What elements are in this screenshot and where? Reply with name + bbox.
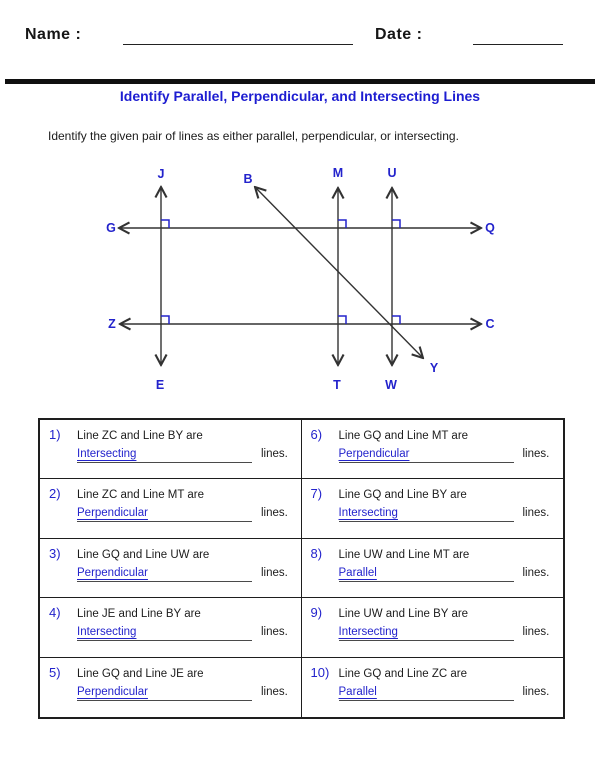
- question-cell-3: 3) Line GQ and Line UW are Perpendicular…: [40, 538, 302, 599]
- lines-diagram: J B M U G Q Z C E T W Y: [106, 166, 495, 392]
- instruction-text: Identify the given pair of lines as eith…: [48, 129, 459, 143]
- answer-suffix: lines.: [522, 566, 550, 579]
- label-E: E: [156, 378, 164, 392]
- answer-suffix: lines.: [522, 685, 550, 698]
- label-B: B: [243, 172, 252, 186]
- answer-blank[interactable]: Intersecting: [338, 626, 514, 642]
- question-cell-4: 4) Line JE and Line BY are Intersecting …: [40, 598, 302, 658]
- question-number: 2): [49, 486, 61, 502]
- right-angle-marker: [392, 219, 401, 228]
- question-number: 1): [49, 427, 61, 442]
- question-cell-10: 10) Line GQ and Line ZC are Parallel lin…: [302, 658, 564, 717]
- answer-blank[interactable]: Intersecting: [77, 626, 252, 642]
- label-T: T: [333, 378, 341, 392]
- question-text: Line GQ and Line ZC are: [338, 667, 468, 680]
- answer-blank[interactable]: Perpendicular: [77, 686, 252, 701]
- question-number: 5): [49, 664, 61, 680]
- answer-text: Perpendicular: [77, 566, 148, 579]
- label-Y: Y: [430, 361, 439, 375]
- header-divider: [5, 79, 595, 84]
- answer-blank[interactable]: Parallel: [338, 685, 514, 701]
- question-cell-2: 2) Line ZC and Line MT are Perpendicular…: [40, 479, 302, 539]
- question-cell-6: 6) Line GQ and Line MT are Perpendicular…: [301, 420, 563, 480]
- question-text: Line ZC and Line BY are: [77, 430, 203, 442]
- answer-text: Intersecting: [338, 626, 398, 639]
- answer-text: Perpendicular: [338, 448, 410, 460]
- question-text: Line ZC and Line MT are: [77, 489, 204, 502]
- date-label: Date :: [375, 26, 423, 43]
- right-angle-markers: [161, 219, 401, 324]
- answer-blank[interactable]: Parallel: [338, 566, 514, 582]
- question-text: Line UW and Line MT are: [338, 548, 470, 561]
- question-number: 9): [310, 605, 323, 621]
- question-text: Line GQ and Line BY are: [338, 489, 467, 502]
- answer-suffix: lines.: [522, 507, 550, 520]
- answer-text: Intersecting: [77, 448, 137, 460]
- answer-blank[interactable]: Perpendicular: [338, 448, 514, 463]
- answer-text: Parallel: [338, 685, 377, 698]
- questions-table: 1) Line ZC and Line BY are Intersecting …: [38, 418, 565, 719]
- right-angle-marker: [161, 315, 170, 324]
- answer-suffix: lines.: [261, 626, 288, 639]
- answer-text: Intersecting: [77, 626, 137, 639]
- answer-suffix: lines.: [522, 448, 550, 460]
- label-W: W: [385, 378, 397, 392]
- answer-suffix: lines.: [261, 566, 288, 579]
- answer-suffix: lines.: [261, 507, 288, 520]
- right-angle-marker: [161, 219, 170, 228]
- answer-suffix: lines.: [261, 685, 288, 698]
- label-M: M: [333, 166, 343, 180]
- right-angle-marker: [338, 219, 347, 228]
- question-cell-8: 8) Line UW and Line MT are Parallel line…: [301, 539, 563, 599]
- question-cell-1: 1) Line ZC and Line BY are Intersecting …: [40, 420, 302, 480]
- answer-blank[interactable]: Intersecting: [338, 507, 514, 523]
- answer-blank[interactable]: Perpendicular: [77, 567, 252, 582]
- question-number: 6): [310, 427, 323, 442]
- question-text: Line JE and Line BY are: [77, 608, 201, 621]
- label-U: U: [387, 166, 396, 180]
- question-number: 10): [310, 664, 330, 680]
- answer-text: Perpendicular: [77, 507, 148, 520]
- answer-blank[interactable]: Perpendicular: [77, 507, 252, 523]
- question-number: 7): [310, 486, 323, 502]
- answer-text: Perpendicular: [77, 685, 148, 698]
- answer-blank[interactable]: Intersecting: [77, 448, 252, 463]
- page-title: Identify Parallel, Perpendicular, and In…: [119, 88, 481, 104]
- question-number: 8): [310, 545, 323, 561]
- question-text: Line UW and Line BY are: [338, 608, 469, 621]
- right-angle-marker: [338, 315, 347, 324]
- label-Q: Q: [485, 221, 495, 235]
- question-cell-9: 9) Line UW and Line BY are Intersecting …: [301, 598, 563, 658]
- answer-text: Parallel: [338, 566, 377, 579]
- question-cell-7: 7) Line GQ and Line BY are Intersecting …: [301, 479, 563, 539]
- question-text: Line GQ and Line UW are: [77, 548, 210, 561]
- answer-suffix: lines.: [522, 626, 550, 639]
- question-number: 3): [49, 545, 61, 561]
- question-number: 4): [49, 605, 61, 621]
- label-J: J: [158, 167, 165, 181]
- label-C: C: [485, 317, 494, 331]
- question-text: Line GQ and Line MT are: [338, 430, 469, 442]
- label-Z: Z: [108, 317, 116, 331]
- right-angle-marker: [392, 315, 401, 324]
- answer-suffix: lines.: [261, 448, 288, 460]
- question-cell-5: 5) Line GQ and Line JE are Perpendicular…: [40, 657, 302, 717]
- line-BY: [255, 187, 423, 358]
- answer-text: Intersecting: [338, 507, 398, 520]
- question-text: Line GQ and Line JE are: [77, 667, 204, 680]
- date-blank-line[interactable]: [473, 44, 563, 45]
- name-blank-line[interactable]: [123, 44, 353, 45]
- label-G: G: [106, 221, 116, 235]
- name-label: Name :: [25, 26, 82, 43]
